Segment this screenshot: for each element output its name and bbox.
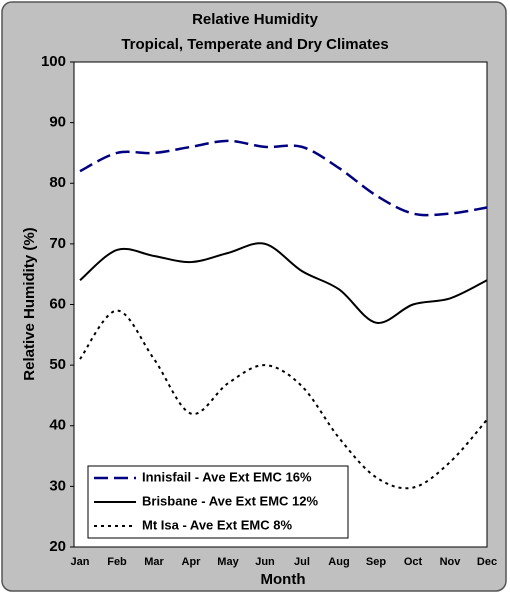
x-tick-label: Oct	[404, 556, 423, 568]
y-tick-label: 90	[49, 114, 66, 131]
x-tick-label: Feb	[107, 556, 127, 568]
x-tick-label: Aug	[328, 556, 349, 568]
y-tick-label: 50	[49, 356, 66, 373]
y-axis-label: Relative Humidity (%)	[21, 227, 38, 380]
x-tick-label: Sep	[366, 556, 386, 568]
y-tick-label: 80	[49, 174, 66, 191]
y-tick-label: 70	[49, 235, 66, 252]
y-tick-label: 30	[49, 477, 66, 494]
chart-title: Relative Humidity	[192, 11, 319, 28]
y-tick-label: 40	[49, 417, 66, 434]
x-tick-label: Mar	[144, 556, 164, 568]
legend-label: Innisfail - Ave Ext EMC 16%	[142, 469, 312, 484]
x-tick-label: May	[217, 556, 239, 568]
line-series	[79, 139, 488, 217]
y-tick-label: 20	[49, 538, 66, 555]
x-axis-label: Month	[261, 571, 306, 588]
x-tick-label: Nov	[440, 556, 462, 568]
legend-label: Brisbane - Ave Ext EMC 12%	[142, 493, 318, 508]
legend-label: Mt Isa - Ave Ext EMC 8%	[142, 517, 292, 532]
x-tick-label: Jul	[294, 556, 310, 568]
x-tick-label: Apr	[182, 556, 202, 568]
y-tick-label: 100	[41, 53, 66, 70]
y-tick-label: 60	[49, 295, 66, 312]
x-tick-label: Dec	[477, 556, 497, 568]
x-tick-label: Jan	[71, 556, 90, 568]
line-series	[79, 309, 488, 490]
line-series	[79, 242, 488, 324]
x-tick-label: Jun	[255, 556, 275, 568]
chart-subtitle: Tropical, Temperate and Dry Climates	[121, 36, 388, 53]
